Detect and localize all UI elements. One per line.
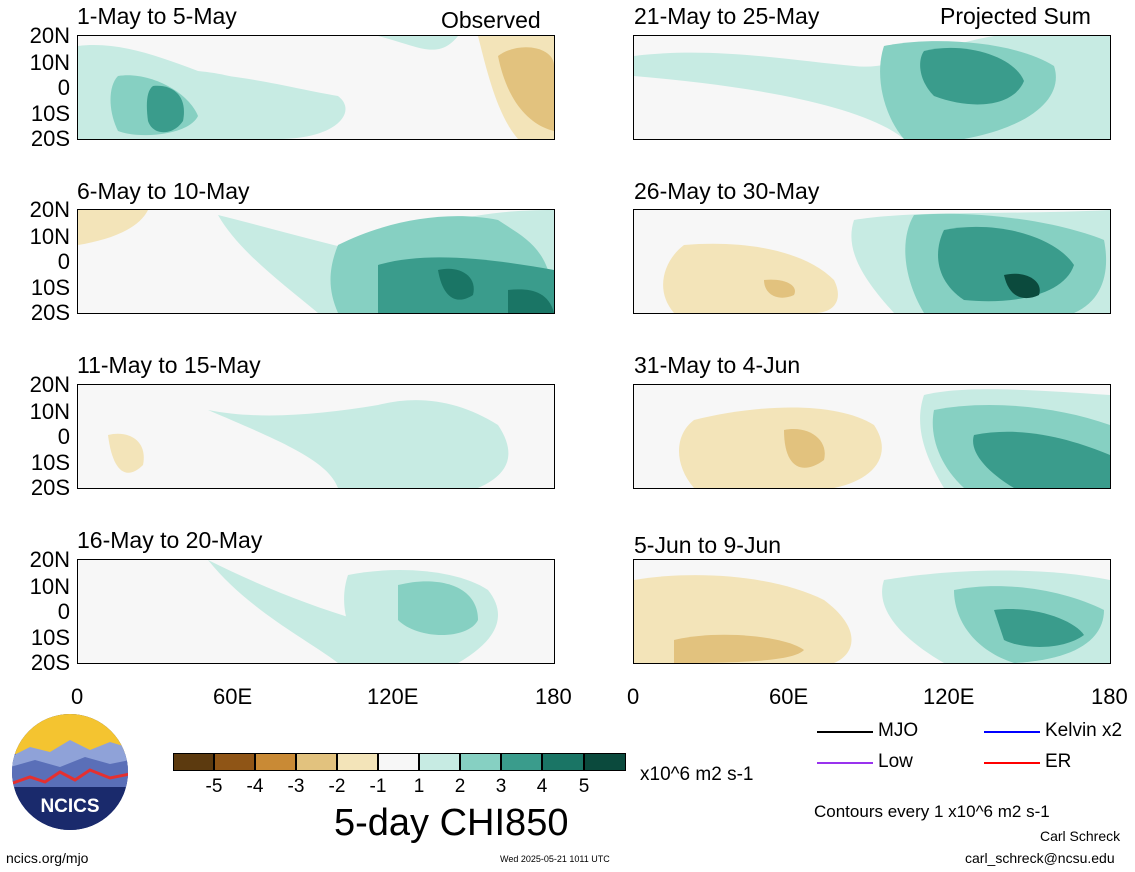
colorbar-swatch: [584, 753, 626, 771]
colorbar-labels: -5 -4 -3 -2 -1 1 2 3 4 5: [173, 776, 626, 800]
panel-title-8: 5-Jun to 9-Jun: [634, 532, 782, 558]
lat-label: 20S: [30, 300, 70, 325]
observed-label: Observed: [441, 7, 541, 33]
legend-low-line: [817, 762, 873, 764]
colorbar-label: 1: [413, 776, 425, 797]
lat-label: 10S: [30, 450, 70, 475]
projected-sum-label: Projected Sum: [940, 3, 1091, 29]
lon-label: 120E: [367, 684, 419, 709]
anomaly-shading-2: [78, 210, 554, 313]
colorbar-label: -4: [246, 776, 264, 797]
colorbar-swatch: [296, 753, 337, 771]
colorbar-label: 4: [536, 776, 548, 797]
colorbar-label: 5: [578, 776, 590, 797]
map-panel-7: [633, 384, 1111, 489]
timestamp: Wed 2025-05-21 1011 UTC: [500, 854, 610, 864]
colorbar-label: -1: [369, 776, 387, 797]
lon-label: 120E: [923, 684, 975, 709]
anomaly-shading-6: [663, 210, 1110, 313]
lon-label: 180: [1091, 684, 1128, 709]
lon-labels-left: 0 60E 120E 180: [71, 684, 572, 710]
lat-label: 10N: [29, 224, 70, 249]
colorbar-swatch: [419, 753, 460, 771]
colorbar-units: x10^6 m2 s-1: [640, 764, 754, 785]
colorbar-swatch: [501, 753, 542, 771]
lat-label: 0: [57, 75, 70, 100]
legend-kelvin-line: [984, 731, 1040, 733]
legend-mjo-label: MJO: [878, 720, 919, 741]
map-panel-4: [77, 559, 555, 664]
ncics-logo: NCICS: [10, 712, 130, 832]
lat-label: 20N: [29, 547, 70, 572]
colorbar-swatch: [542, 753, 584, 771]
anomaly-shading-7: [679, 389, 1110, 488]
panel-title-1: 1-May to 5-May: [77, 3, 237, 29]
logo-text: NCICS: [40, 796, 99, 817]
legend-low-label: Low: [878, 751, 913, 772]
map-panel-1: [77, 35, 555, 140]
colorbar-swatch: [255, 753, 296, 771]
colorbar-label: 2: [454, 776, 466, 797]
colorbar-swatch: [460, 753, 501, 771]
lat-label: 20N: [29, 23, 70, 48]
colorbar-label: -3: [287, 776, 305, 797]
colorbar-label: -5: [205, 776, 223, 797]
panel-title-5: 21-May to 25-May: [634, 3, 820, 29]
lon-label: 60E: [769, 684, 809, 709]
legend-er-label: ER: [1045, 751, 1072, 772]
lat-label: 20S: [30, 126, 70, 151]
anomaly-shading-5: [634, 36, 1110, 139]
author-email: carl_schreck@ncsu.edu: [965, 850, 1115, 866]
legend-kelvin-label: Kelvin x2: [1045, 720, 1123, 741]
anomaly-shading-4: [208, 560, 498, 663]
lon-label: 0: [71, 684, 84, 709]
panel-title-3: 11-May to 15-May: [77, 352, 261, 378]
anomaly-shading-8: [634, 570, 1110, 663]
lon-labels-right: 0 60E 120E 180: [627, 684, 1128, 710]
lat-label: 10S: [30, 275, 70, 300]
colorbar: [173, 753, 626, 771]
anomaly-shading-3: [108, 400, 509, 488]
map-panel-6: [633, 209, 1111, 314]
lat-label: 10N: [29, 399, 70, 424]
anomaly-shading-1: [78, 36, 554, 139]
colorbar-swatch: [337, 753, 378, 771]
lon-label: 0: [627, 684, 640, 709]
lat-label: 0: [57, 599, 70, 624]
legend-mjo-line: [817, 731, 873, 733]
contours-note: Contours every 1 x10^6 m2 s-1: [814, 802, 1050, 821]
colorbar-label: -2: [328, 776, 346, 797]
main-title: 5-day CHI850: [334, 802, 569, 844]
lat-label: 0: [57, 249, 70, 274]
lon-label: 60E: [213, 684, 253, 709]
map-panel-8: [633, 559, 1111, 664]
panel-title-6: 26-May to 30-May: [634, 178, 820, 204]
map-panel-3: [77, 384, 555, 489]
lat-label: 10N: [29, 574, 70, 599]
lat-label: 10S: [30, 625, 70, 650]
lat-label: 10S: [30, 101, 70, 126]
lat-label: 0: [57, 424, 70, 449]
colorbar-swatch: [173, 753, 214, 771]
lat-label: 20S: [30, 475, 70, 500]
lat-label: 10N: [29, 50, 70, 75]
lat-label: 20N: [29, 372, 70, 397]
panel-title-7: 31-May to 4-Jun: [634, 352, 801, 378]
panel-title-2: 6-May to 10-May: [77, 178, 250, 204]
map-panel-2: [77, 209, 555, 314]
colorbar-label: 3: [495, 776, 507, 797]
panel-title-4: 16-May to 20-May: [77, 527, 263, 553]
lon-label: 180: [535, 684, 572, 709]
lat-label: 20S: [30, 650, 70, 675]
lat-label: 20N: [29, 197, 70, 222]
map-panel-5: [633, 35, 1111, 140]
colorbar-swatch: [378, 753, 419, 771]
legend-er-line: [984, 762, 1040, 764]
author-name: Carl Schreck: [1040, 828, 1121, 844]
colorbar-swatch: [214, 753, 255, 771]
website-url: ncics.org/mjo: [6, 850, 89, 866]
